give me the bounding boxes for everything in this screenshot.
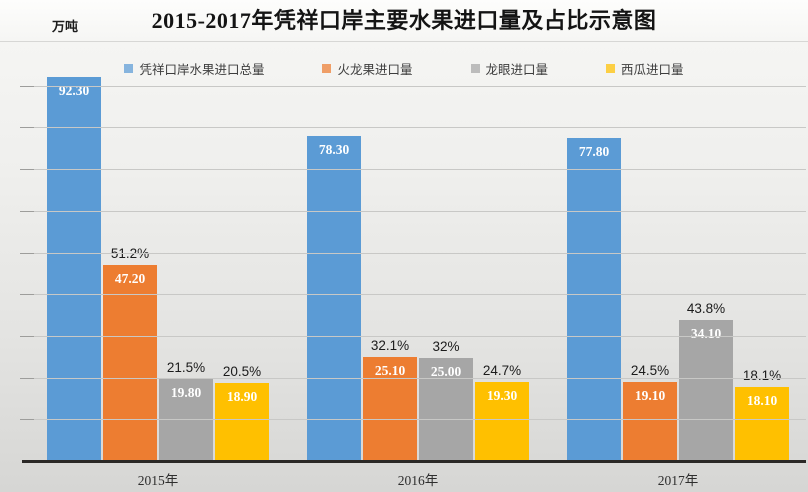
gridline-20 (20, 377, 806, 379)
x-axis-labels: 2015年 2016年 2017年 (30, 469, 806, 489)
gridline-70 (20, 169, 806, 171)
legend-item-watermelon: 西瓜进口量 (606, 59, 684, 78)
bar-value-label: 19.80 (170, 385, 202, 401)
chart-title: 2015-2017年凭祥口岸主要水果进口量及占比示意图 (151, 8, 657, 33)
bar-value-label: 47.20 (114, 271, 146, 287)
legend-item-total: 凭祥口岸水果进口总量 (124, 59, 264, 78)
bar-value-label: 25.10 (374, 363, 406, 379)
x-axis-line (22, 460, 806, 463)
plot-area: 92.30 47.20 51.2% 19.80 21.5% 18.90 20.5% 78.30… (20, 45, 806, 462)
legend-item-dragon-fruit: 火龙果进口量 (322, 59, 413, 78)
gridline-80 (20, 127, 806, 129)
gridline-10 (20, 419, 806, 421)
bar-pct-label: 24.5% (630, 363, 670, 379)
bar-group-2015: 92.30 47.20 51.2% 19.80 21.5% 18.90 20.5% (47, 45, 269, 462)
bar-pct-label: 43.8% (686, 300, 726, 316)
gridline-30 (20, 335, 806, 337)
legend-swatch-longan (470, 64, 480, 73)
bar-groups: 92.30 47.20 51.2% 19.80 21.5% 18.90 20.5% 78.30… (30, 45, 806, 462)
bar-pct-label: 32.1% (370, 338, 410, 354)
x-axis-label-2017: 2017年 (657, 473, 699, 488)
bar-watermelon-2015: 18.90 20.5% (215, 364, 269, 462)
legend: 凭祥口岸水果进口总量 火龙果进口量 龙眼进口量 西瓜进口量 (0, 59, 808, 78)
bar-dragon-fruit-2016: 25.10 32.1% (363, 338, 417, 462)
bar-pct-label: 18.1% (742, 367, 782, 383)
y-axis-unit-label: 万吨 (52, 19, 79, 34)
bar-group-2017: 77.80 19.10 24.5% 34.10 43.8% 18.10 18.1% (567, 45, 789, 462)
bar-value-label: 18.90 (226, 389, 258, 405)
bar-watermelon-2016: 19.30 24.7% (475, 363, 529, 462)
bar-value-label: 34.10 (690, 325, 722, 341)
bar-watermelon-2017: 18.10 18.1% (735, 368, 789, 462)
gridline-50 (20, 252, 806, 254)
bar-pct-label: 32% (432, 338, 460, 354)
bar-value-label: 19.10 (634, 388, 666, 404)
legend-item-longan: 龙眼进口量 (470, 59, 549, 78)
legend-label-dragon-fruit: 火龙果进口量 (337, 63, 413, 77)
legend-label-longan: 龙眼进口量 (485, 63, 549, 77)
bar-pct-label: 51.2% (110, 246, 150, 262)
bar-value-label: 92.30 (58, 83, 90, 99)
legend-swatch-dragon-fruit (322, 64, 332, 73)
legend-swatch-watermelon (606, 64, 616, 73)
bar-total-2017: 77.80 (567, 137, 621, 462)
legend-label-total: 凭祥口岸水果进口总量 (139, 63, 265, 77)
gridline-90 (20, 85, 806, 87)
bar-total-2016: 78.30 (307, 135, 361, 462)
bar-longan-2016: 25.00 32% (419, 339, 473, 462)
bar-longan-2015: 19.80 21.5% (159, 360, 213, 462)
bar-pct-label: 24.7% (482, 362, 522, 378)
bar-value-label: 78.30 (318, 141, 350, 157)
bar-pct-label: 20.5% (222, 364, 262, 380)
gridline-40 (20, 294, 806, 296)
gridline-60 (20, 210, 806, 212)
x-axis-label-2015: 2015年 (137, 473, 179, 488)
bar-pct-label: 21.5% (166, 360, 206, 376)
bar-value-label: 19.30 (486, 387, 518, 403)
bar-dragon-fruit-2017: 19.10 24.5% (623, 363, 677, 462)
bar-value-label: 25.00 (430, 363, 462, 379)
bar-longan-2017: 34.10 43.8% (679, 301, 733, 462)
legend-swatch-total (124, 64, 134, 73)
bar-group-2016: 78.30 25.10 32.1% 25.00 32% 19.30 24.7% (307, 45, 529, 462)
bar-total-2015: 92.30 (47, 77, 101, 462)
bar-value-label: 77.80 (578, 143, 610, 159)
bar-value-label: 18.10 (746, 392, 778, 408)
legend-label-watermelon: 西瓜进口量 (621, 63, 684, 77)
x-axis-label-2016: 2016年 (397, 473, 439, 488)
bar-dragon-fruit-2015: 47.20 51.2% (103, 246, 157, 462)
title-band: 2015-2017年凭祥口岸主要水果进口量及占比示意图 (0, 0, 808, 42)
